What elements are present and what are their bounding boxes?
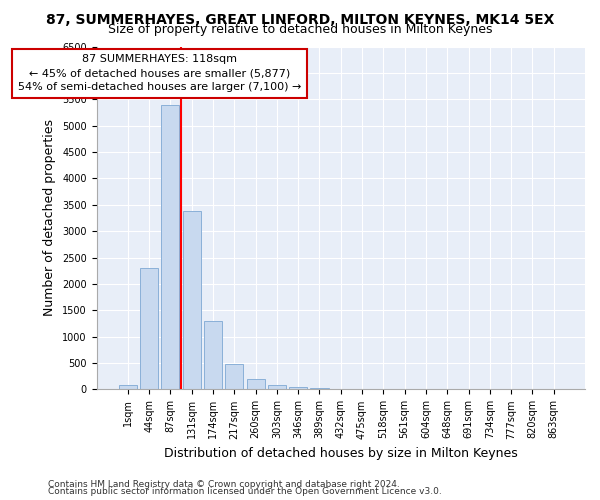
Bar — [332, 388, 350, 390]
Bar — [225, 364, 244, 390]
Bar — [247, 380, 265, 390]
X-axis label: Distribution of detached houses by size in Milton Keynes: Distribution of detached houses by size … — [164, 447, 518, 460]
Bar — [353, 389, 371, 390]
Bar — [161, 104, 179, 390]
Text: Size of property relative to detached houses in Milton Keynes: Size of property relative to detached ho… — [108, 22, 492, 36]
Bar — [310, 388, 329, 390]
Text: 87, SUMMERHAYES, GREAT LINFORD, MILTON KEYNES, MK14 5EX: 87, SUMMERHAYES, GREAT LINFORD, MILTON K… — [46, 12, 554, 26]
Bar — [289, 387, 307, 390]
Bar — [182, 211, 201, 390]
Y-axis label: Number of detached properties: Number of detached properties — [43, 120, 56, 316]
Bar — [204, 321, 222, 390]
Text: 87 SUMMERHAYES: 118sqm
← 45% of detached houses are smaller (5,877)
54% of semi-: 87 SUMMERHAYES: 118sqm ← 45% of detached… — [18, 54, 301, 92]
Text: Contains HM Land Registry data © Crown copyright and database right 2024.: Contains HM Land Registry data © Crown c… — [48, 480, 400, 489]
Bar — [268, 386, 286, 390]
Bar — [140, 268, 158, 390]
Bar — [119, 386, 137, 390]
Text: Contains public sector information licensed under the Open Government Licence v3: Contains public sector information licen… — [48, 487, 442, 496]
